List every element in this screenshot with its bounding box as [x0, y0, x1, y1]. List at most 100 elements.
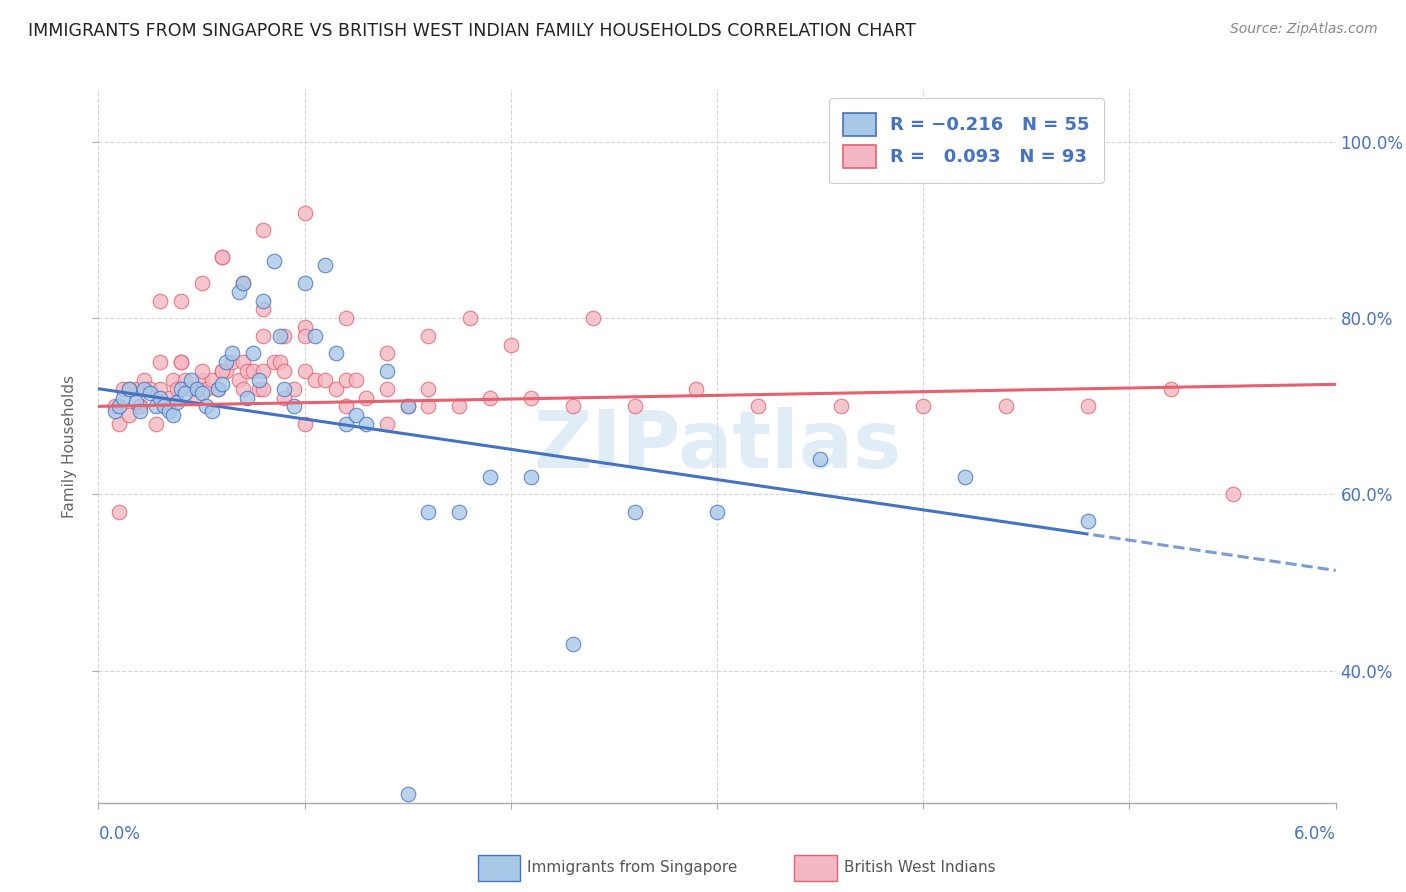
Point — [194, 400, 217, 414]
Point — [418, 382, 440, 396]
Point — [149, 293, 172, 308]
Point — [201, 403, 224, 417]
Point — [314, 373, 336, 387]
Point — [344, 408, 367, 422]
Text: British West Indians: British West Indians — [844, 861, 995, 875]
Point — [1077, 514, 1099, 528]
Point — [283, 382, 305, 396]
Point — [108, 400, 131, 414]
Point — [104, 400, 127, 414]
Point — [294, 205, 316, 219]
Point — [145, 417, 167, 431]
Point — [201, 373, 224, 387]
Text: 0.0%: 0.0% — [98, 825, 141, 843]
Point — [375, 417, 398, 431]
Point — [211, 364, 233, 378]
Point — [1222, 487, 1244, 501]
Point — [706, 505, 728, 519]
Point — [912, 400, 935, 414]
Y-axis label: Family Households: Family Households — [62, 375, 77, 517]
Point — [294, 417, 316, 431]
Point — [180, 382, 202, 396]
Point — [273, 391, 295, 405]
Point — [830, 400, 852, 414]
Point — [314, 259, 336, 273]
Text: 6.0%: 6.0% — [1294, 825, 1336, 843]
Point — [215, 364, 238, 378]
Point — [170, 355, 193, 369]
Point — [112, 391, 135, 405]
Point — [180, 373, 202, 387]
Point — [335, 400, 357, 414]
Point — [375, 382, 398, 396]
Point — [232, 382, 254, 396]
Point — [294, 329, 316, 343]
Point — [211, 364, 233, 378]
Text: Source: ZipAtlas.com: Source: ZipAtlas.com — [1230, 22, 1378, 37]
Point — [170, 382, 193, 396]
Point — [118, 408, 141, 422]
Point — [190, 386, 212, 401]
Point — [236, 364, 259, 378]
Point — [304, 329, 326, 343]
Point — [207, 382, 229, 396]
Text: ZIPatlas: ZIPatlas — [533, 407, 901, 485]
Point — [153, 400, 176, 414]
Point — [747, 400, 769, 414]
Point — [139, 382, 162, 396]
Point — [252, 364, 274, 378]
Point — [190, 364, 212, 378]
Point — [118, 382, 141, 396]
Legend: R = −0.216   N = 55, R =   0.093   N = 93: R = −0.216 N = 55, R = 0.093 N = 93 — [828, 98, 1104, 183]
Point — [375, 364, 398, 378]
Point — [157, 391, 180, 405]
Point — [953, 470, 976, 484]
Point — [269, 329, 291, 343]
Point — [479, 391, 502, 405]
Point — [294, 320, 316, 334]
Point — [499, 337, 522, 351]
Point — [561, 400, 583, 414]
Point — [582, 311, 605, 326]
Point — [396, 400, 419, 414]
Text: Immigrants from Singapore: Immigrants from Singapore — [527, 861, 738, 875]
Point — [236, 391, 259, 405]
Point — [520, 470, 543, 484]
Point — [561, 637, 583, 651]
Point — [194, 382, 217, 396]
Point — [128, 400, 150, 414]
Point — [252, 223, 274, 237]
Point — [186, 382, 208, 396]
Point — [273, 329, 295, 343]
Point — [132, 373, 155, 387]
Point — [325, 382, 347, 396]
Point — [396, 400, 419, 414]
Point — [304, 373, 326, 387]
Point — [232, 276, 254, 290]
Point — [207, 382, 229, 396]
Point — [335, 311, 357, 326]
Point — [162, 408, 184, 422]
Point — [228, 285, 250, 299]
Point — [174, 373, 197, 387]
Point — [104, 403, 127, 417]
Point — [418, 505, 440, 519]
Point — [418, 329, 440, 343]
Point — [283, 400, 305, 414]
Point — [808, 452, 831, 467]
Point — [132, 382, 155, 396]
Point — [139, 386, 162, 401]
Point — [211, 250, 233, 264]
Point — [221, 346, 243, 360]
Point — [228, 373, 250, 387]
Point — [211, 250, 233, 264]
Point — [294, 364, 316, 378]
Point — [449, 400, 471, 414]
Point — [273, 364, 295, 378]
Text: IMMIGRANTS FROM SINGAPORE VS BRITISH WEST INDIAN FAMILY HOUSEHOLDS CORRELATION C: IMMIGRANTS FROM SINGAPORE VS BRITISH WES… — [28, 22, 915, 40]
Point — [232, 355, 254, 369]
Point — [170, 293, 193, 308]
Point — [418, 400, 440, 414]
Point — [112, 382, 135, 396]
Point — [108, 505, 131, 519]
